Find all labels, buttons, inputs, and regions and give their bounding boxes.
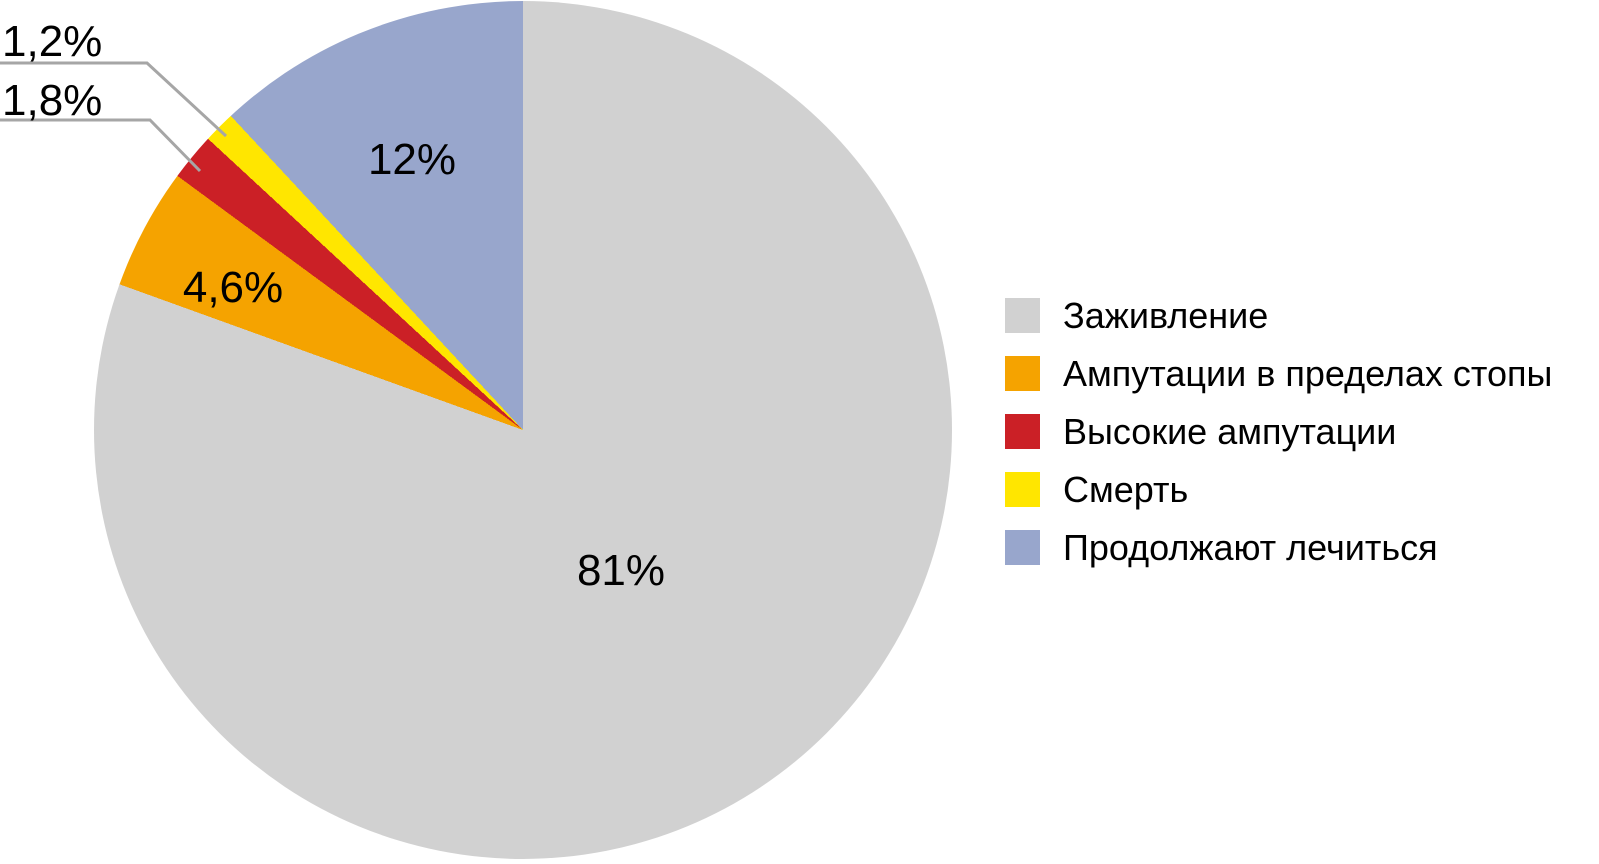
legend-swatch-high-amputations	[1005, 414, 1040, 449]
leader-line-high-amputations	[0, 118, 202, 173]
legend-swatch-healing	[1005, 298, 1040, 333]
slice-label-healing: 81%	[576, 546, 666, 595]
legend-swatch-foot-amputations	[1005, 356, 1040, 391]
legend-swatch-continue-treatment	[1005, 530, 1040, 565]
legend: Заживление Ампутации в пределах стопы Вы…	[1005, 294, 1553, 588]
callout-label-high-amputations: 1,8%	[2, 76, 103, 125]
legend-item-healing: Заживление	[1005, 294, 1552, 336]
legend-item-foot-amputations: Ампутации в пределах стопы	[1005, 352, 1553, 394]
slice-label-continue-treatment: 12%	[367, 135, 457, 184]
legend-item-continue-treatment: Продолжают лечиться	[1005, 526, 1552, 568]
legend-label-healing: Заживление	[1063, 294, 1269, 336]
legend-label-high-amputations: Высокие ампутации	[1063, 410, 1397, 452]
callout-label-death: 1,2%	[2, 17, 103, 66]
legend-swatch-death	[1005, 472, 1040, 507]
pie-chart	[94, 1, 952, 859]
legend-item-death: Смерть	[1005, 468, 1552, 510]
slice-label-foot-amputations: 4,6%	[182, 263, 284, 312]
legend-label-continue-treatment: Продолжают лечиться	[1063, 526, 1438, 568]
legend-label-death: Смерть	[1063, 468, 1189, 510]
legend-label-foot-amputations: Ампутации в пределах стопы	[1063, 352, 1553, 394]
legend-item-high-amputations: Высокие ампутации	[1005, 410, 1552, 452]
